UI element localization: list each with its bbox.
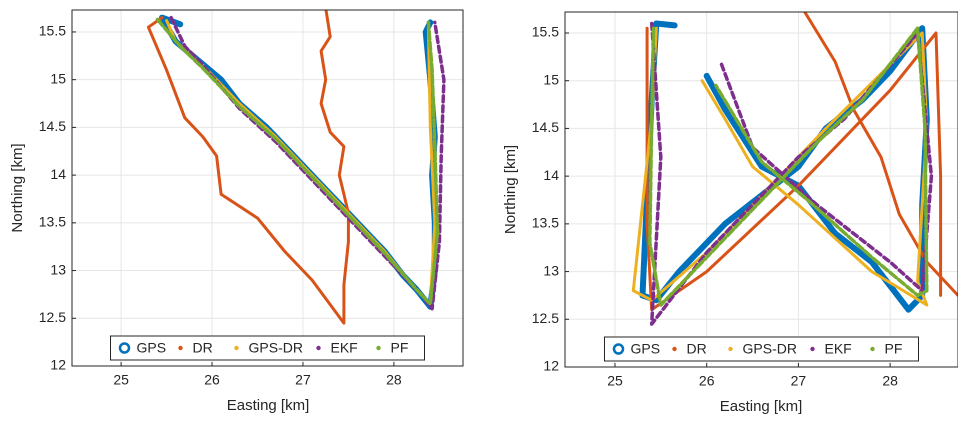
y-tick-label: 14.5 <box>532 119 559 135</box>
legend-marker <box>178 345 183 351</box>
legend-marker <box>316 345 321 351</box>
x-tick-label: 25 <box>607 373 623 389</box>
y-tick-label: 15.5 <box>532 24 559 40</box>
legend-box <box>110 335 425 361</box>
y-tick-label: 15 <box>543 71 559 87</box>
y-tick-label: 13.5 <box>39 214 66 230</box>
legend-marker <box>870 346 875 352</box>
legend-box <box>604 336 919 362</box>
legend-label: GPS <box>631 341 661 357</box>
x-tick-label: 26 <box>204 372 220 388</box>
legend-label: EKF <box>825 341 852 357</box>
legend-marker <box>672 346 677 352</box>
x-axis-label: Easting [km] <box>720 398 803 415</box>
x-tick-label: 28 <box>386 372 402 388</box>
chart: 25 26 27 28 12 12.5 13 13.5 14 14.5 15 15.5 Easting … <box>502 11 958 415</box>
y-tick-label: 14.5 <box>39 118 66 134</box>
y-tick-label: 15.5 <box>39 23 66 39</box>
chart: 25 26 27 28 12 12.5 13 13.5 14 14.5 15 15.5 Easting … <box>9 9 464 414</box>
y-axis-label: Northing [km] <box>9 143 26 232</box>
x-tick-label: 26 <box>699 373 715 389</box>
x-tick-label: 25 <box>113 372 129 388</box>
series-line <box>155 17 440 306</box>
y-tick-label: 13 <box>543 262 559 278</box>
y-tick-label: 13.5 <box>532 215 559 231</box>
x-tick-label: 28 <box>882 373 898 389</box>
y-tick-label: 12.5 <box>532 310 559 326</box>
x-tick-label: 27 <box>295 372 311 388</box>
y-tick-label: 14 <box>543 167 559 183</box>
legend-marker <box>810 346 815 352</box>
legend-label: EKF <box>331 340 358 356</box>
plot-area <box>565 12 958 367</box>
y-tick-label: 15 <box>50 70 66 86</box>
legend-label: DR <box>193 340 213 356</box>
y-axis-label: Northing [km] <box>502 145 519 234</box>
legend-label: GPS-DR <box>249 340 303 356</box>
x-axis-label: Easting [km] <box>227 397 310 414</box>
legend-label: GPS-DR <box>743 341 797 357</box>
legend-label: PF <box>885 341 903 357</box>
axes-frame <box>71 9 464 367</box>
y-tick-label: 12.5 <box>39 309 66 325</box>
legend-marker <box>728 346 733 352</box>
legend-marker <box>612 343 625 355</box>
legend-label: DR <box>687 341 707 357</box>
axes-frame <box>564 11 958 368</box>
legend: GPS DR GPS-DR EKF PF <box>604 336 919 362</box>
legend: GPS DR GPS-DR EKF PF <box>110 335 425 361</box>
legend-marker <box>376 345 381 351</box>
series-line <box>146 10 350 325</box>
y-tick-label: 12 <box>50 357 66 373</box>
x-tick-label: 27 <box>791 373 807 389</box>
legend-label: PF <box>391 340 409 356</box>
y-tick-label: 14 <box>50 166 66 182</box>
legend-marker <box>118 342 131 354</box>
series-line <box>648 26 929 307</box>
y-tick-label: 13 <box>50 261 66 277</box>
y-tick-label: 12 <box>543 358 559 374</box>
legend-marker <box>234 345 239 351</box>
legend-label: GPS <box>137 340 167 356</box>
plot-area <box>72 10 463 366</box>
